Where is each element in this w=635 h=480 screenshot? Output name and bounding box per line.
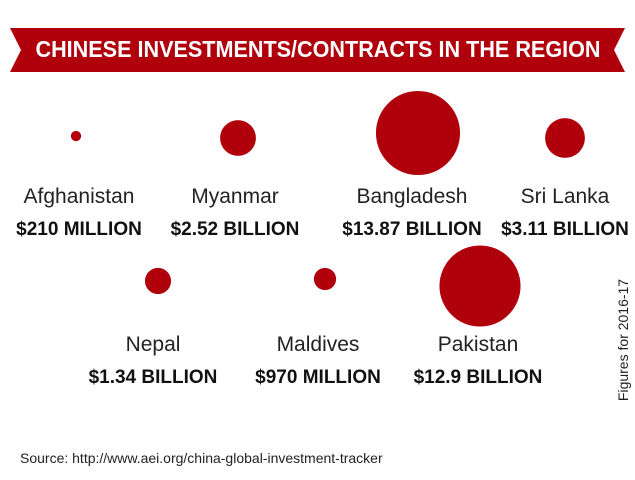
category-label: Nepal <box>126 333 181 356</box>
value-label: $970 MILLION <box>255 367 381 388</box>
source: Source: http://www.aei.org/china-global-… <box>20 450 383 466</box>
category-label: Afghanistan <box>24 185 135 208</box>
category-label: Sri Lanka <box>521 185 610 208</box>
category-label: Bangladesh <box>357 185 468 208</box>
value-label: $210 MILLION <box>16 219 142 240</box>
title-banner <box>10 28 625 72</box>
chart-title: CHINESE INVESTMENTS/CONTRACTS IN THE REG… <box>36 36 601 62</box>
bubble <box>439 245 521 327</box>
bubble <box>375 90 461 176</box>
category-label: Maldives <box>277 333 360 356</box>
note: Figures for 2016-17 <box>615 279 631 401</box>
value-label: $3.11 BILLION <box>501 219 629 240</box>
bubble <box>220 120 256 156</box>
value-label: $12.9 BILLION <box>414 367 543 388</box>
value-label: $13.87 BILLION <box>342 219 481 240</box>
value-label: $2.52 BILLION <box>171 219 300 240</box>
category-label: Pakistan <box>438 333 519 356</box>
bubble <box>70 130 82 142</box>
value-label: $1.34 BILLION <box>89 367 218 388</box>
bubble <box>545 118 585 158</box>
bubble <box>144 267 172 295</box>
bubble <box>313 267 337 291</box>
category-label: Myanmar <box>191 185 279 208</box>
